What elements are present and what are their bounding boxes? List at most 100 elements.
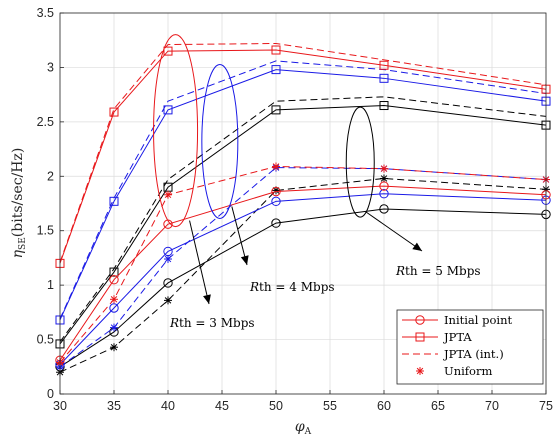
group-3-initial-point-marker xyxy=(271,218,281,228)
legend-label-jpta: JPTA xyxy=(443,330,472,344)
legend-marker-jpta xyxy=(415,332,425,342)
annotation-rth-4: Rth = 4 Mbps xyxy=(249,280,335,294)
y-axis-label-symbol: η xyxy=(10,249,26,258)
group-3-uniform-marker xyxy=(110,343,118,352)
group-1-jpta-marker xyxy=(163,46,173,56)
asterisk-stroke xyxy=(272,163,280,170)
arrow-rth-4 xyxy=(231,206,249,266)
arrow-shaft xyxy=(231,206,248,266)
y-tick-label: 3 xyxy=(47,60,54,74)
asterisk-stroke xyxy=(164,297,172,304)
group-3-uniform-marker xyxy=(380,174,388,183)
legend-label-uniform: Uniform xyxy=(444,364,492,378)
group-2-jpta-marker xyxy=(379,73,389,83)
group-2-jpta-line xyxy=(59,69,547,321)
ellipse-group-2 xyxy=(201,63,239,219)
asterisk-stroke xyxy=(110,296,118,303)
group-2-uniform-marker xyxy=(110,323,118,332)
group-1-initial-point-marker xyxy=(379,181,389,191)
x-tick-label: 40 xyxy=(161,399,175,413)
group-2-initial-point-marker xyxy=(109,303,119,313)
asterisk-stroke xyxy=(380,175,388,182)
legend-marks xyxy=(402,315,438,375)
asterisk-stroke xyxy=(110,343,118,351)
y-axis-label: ηSE(bits/sec/Hz) xyxy=(10,148,28,259)
group-3-jpta-marker xyxy=(109,267,119,277)
arrow-head xyxy=(412,242,422,251)
asterisk-stroke xyxy=(164,255,172,263)
group-3-jpta-marker xyxy=(379,101,389,111)
group-3-jpta-marker xyxy=(271,105,281,115)
group-1-jpta-marker xyxy=(109,107,119,117)
y-tick-label: 1.5 xyxy=(37,224,54,238)
legend-marker-initial-point xyxy=(415,315,425,325)
y-tick-label: 2.5 xyxy=(37,115,54,129)
arrow-shaft xyxy=(189,220,210,305)
y-tick-label: 1 xyxy=(47,278,54,292)
group-2-uniform-line xyxy=(59,167,547,368)
annotation-rth-3: Rth = 3 Mbps xyxy=(169,316,255,330)
group-3-uniform-marker xyxy=(164,296,172,305)
group-1-jpta-marker xyxy=(271,45,281,55)
legend-marker-uniform xyxy=(416,367,424,375)
group-1-jpta-marker xyxy=(379,60,389,70)
series-layer xyxy=(55,42,551,377)
y-axis-label-sub: SE xyxy=(18,237,28,250)
group-3-initial-point-marker xyxy=(379,204,389,214)
group-3-initial-point-line xyxy=(59,208,547,368)
arrow-head xyxy=(203,294,211,304)
asterisk-stroke xyxy=(164,191,172,199)
legend-label-jpta-int: JPTA (int.) xyxy=(443,347,504,361)
annotation-rth-5: Rth = 5 Mbps xyxy=(395,264,481,278)
group-2-jpta-marker xyxy=(109,196,119,206)
group-1-jpta-line xyxy=(59,49,547,264)
group-1-initial-point-marker xyxy=(163,219,173,229)
x-axis-label: φA xyxy=(295,419,312,437)
group-2-jpta-int-line xyxy=(59,60,547,320)
x-tick-label: 55 xyxy=(323,399,337,413)
arrow-shaft xyxy=(365,211,423,252)
legend-label-initial-point: Initial point xyxy=(444,313,512,327)
legend: Initial point JPTA JPTA (int.) Uniform xyxy=(396,309,544,385)
group-1-uniform-line xyxy=(59,165,547,363)
group-1-jpta-int-line xyxy=(59,42,547,263)
group-3-jpta-line xyxy=(59,105,547,345)
group-2-jpta-marker xyxy=(271,65,281,75)
plot-frame xyxy=(59,12,547,395)
group-2-initial-point-marker xyxy=(271,196,281,207)
y-tick-label: 3.5 xyxy=(37,6,54,20)
x-axis-label-sub: A xyxy=(304,427,312,437)
group-1-initial-point-marker xyxy=(109,275,119,285)
x-tick-label: 50 xyxy=(269,399,283,413)
y-tick-label: 2 xyxy=(47,169,54,183)
asterisk-stroke xyxy=(380,165,388,172)
x-tick-label: 35 xyxy=(107,399,121,413)
axis-ticks: 30 35 40 45 50 55 60 65 70 75 0 0.5 1 1.5 2 2.5 3 3.5 xyxy=(37,6,553,413)
x-tick-label: 75 xyxy=(539,399,553,413)
group-3-jpta-int-line xyxy=(59,96,547,343)
group-1-uniform-marker xyxy=(380,164,388,173)
group-1-initial-point-line xyxy=(59,185,547,361)
annotation-rth-4-rest: th = 4 Mbps xyxy=(259,280,335,294)
group-1-uniform-marker xyxy=(164,190,172,199)
group-3-uniform-line xyxy=(59,177,547,373)
annotation-arrows xyxy=(189,206,423,305)
y-axis-label-unit: (bits/sec/Hz) xyxy=(10,148,26,238)
group-2-jpta-marker xyxy=(163,105,173,115)
asterisk-stroke xyxy=(110,324,118,331)
group-1-uniform-marker xyxy=(110,295,118,304)
y-tick-label: 0.5 xyxy=(37,333,54,347)
arrow-rth-3 xyxy=(189,220,211,305)
group-2-uniform-marker xyxy=(164,255,172,264)
annotation-rth-5-var: R xyxy=(395,264,405,278)
arrow-rth-5 xyxy=(365,211,423,252)
x-tick-label: 30 xyxy=(53,399,67,413)
annotation-rth-4-var: R xyxy=(249,280,259,294)
group-1-uniform-marker xyxy=(272,162,280,171)
group-1-initial-point-marker xyxy=(271,186,281,197)
annotation-rth-3-rest: th = 3 Mbps xyxy=(179,316,255,330)
group-3-initial-point-marker xyxy=(163,278,173,288)
ellipse-group-1 xyxy=(153,34,199,228)
annotation-rth-3-var: R xyxy=(169,316,179,330)
group-2-initial-point-line xyxy=(59,193,547,365)
